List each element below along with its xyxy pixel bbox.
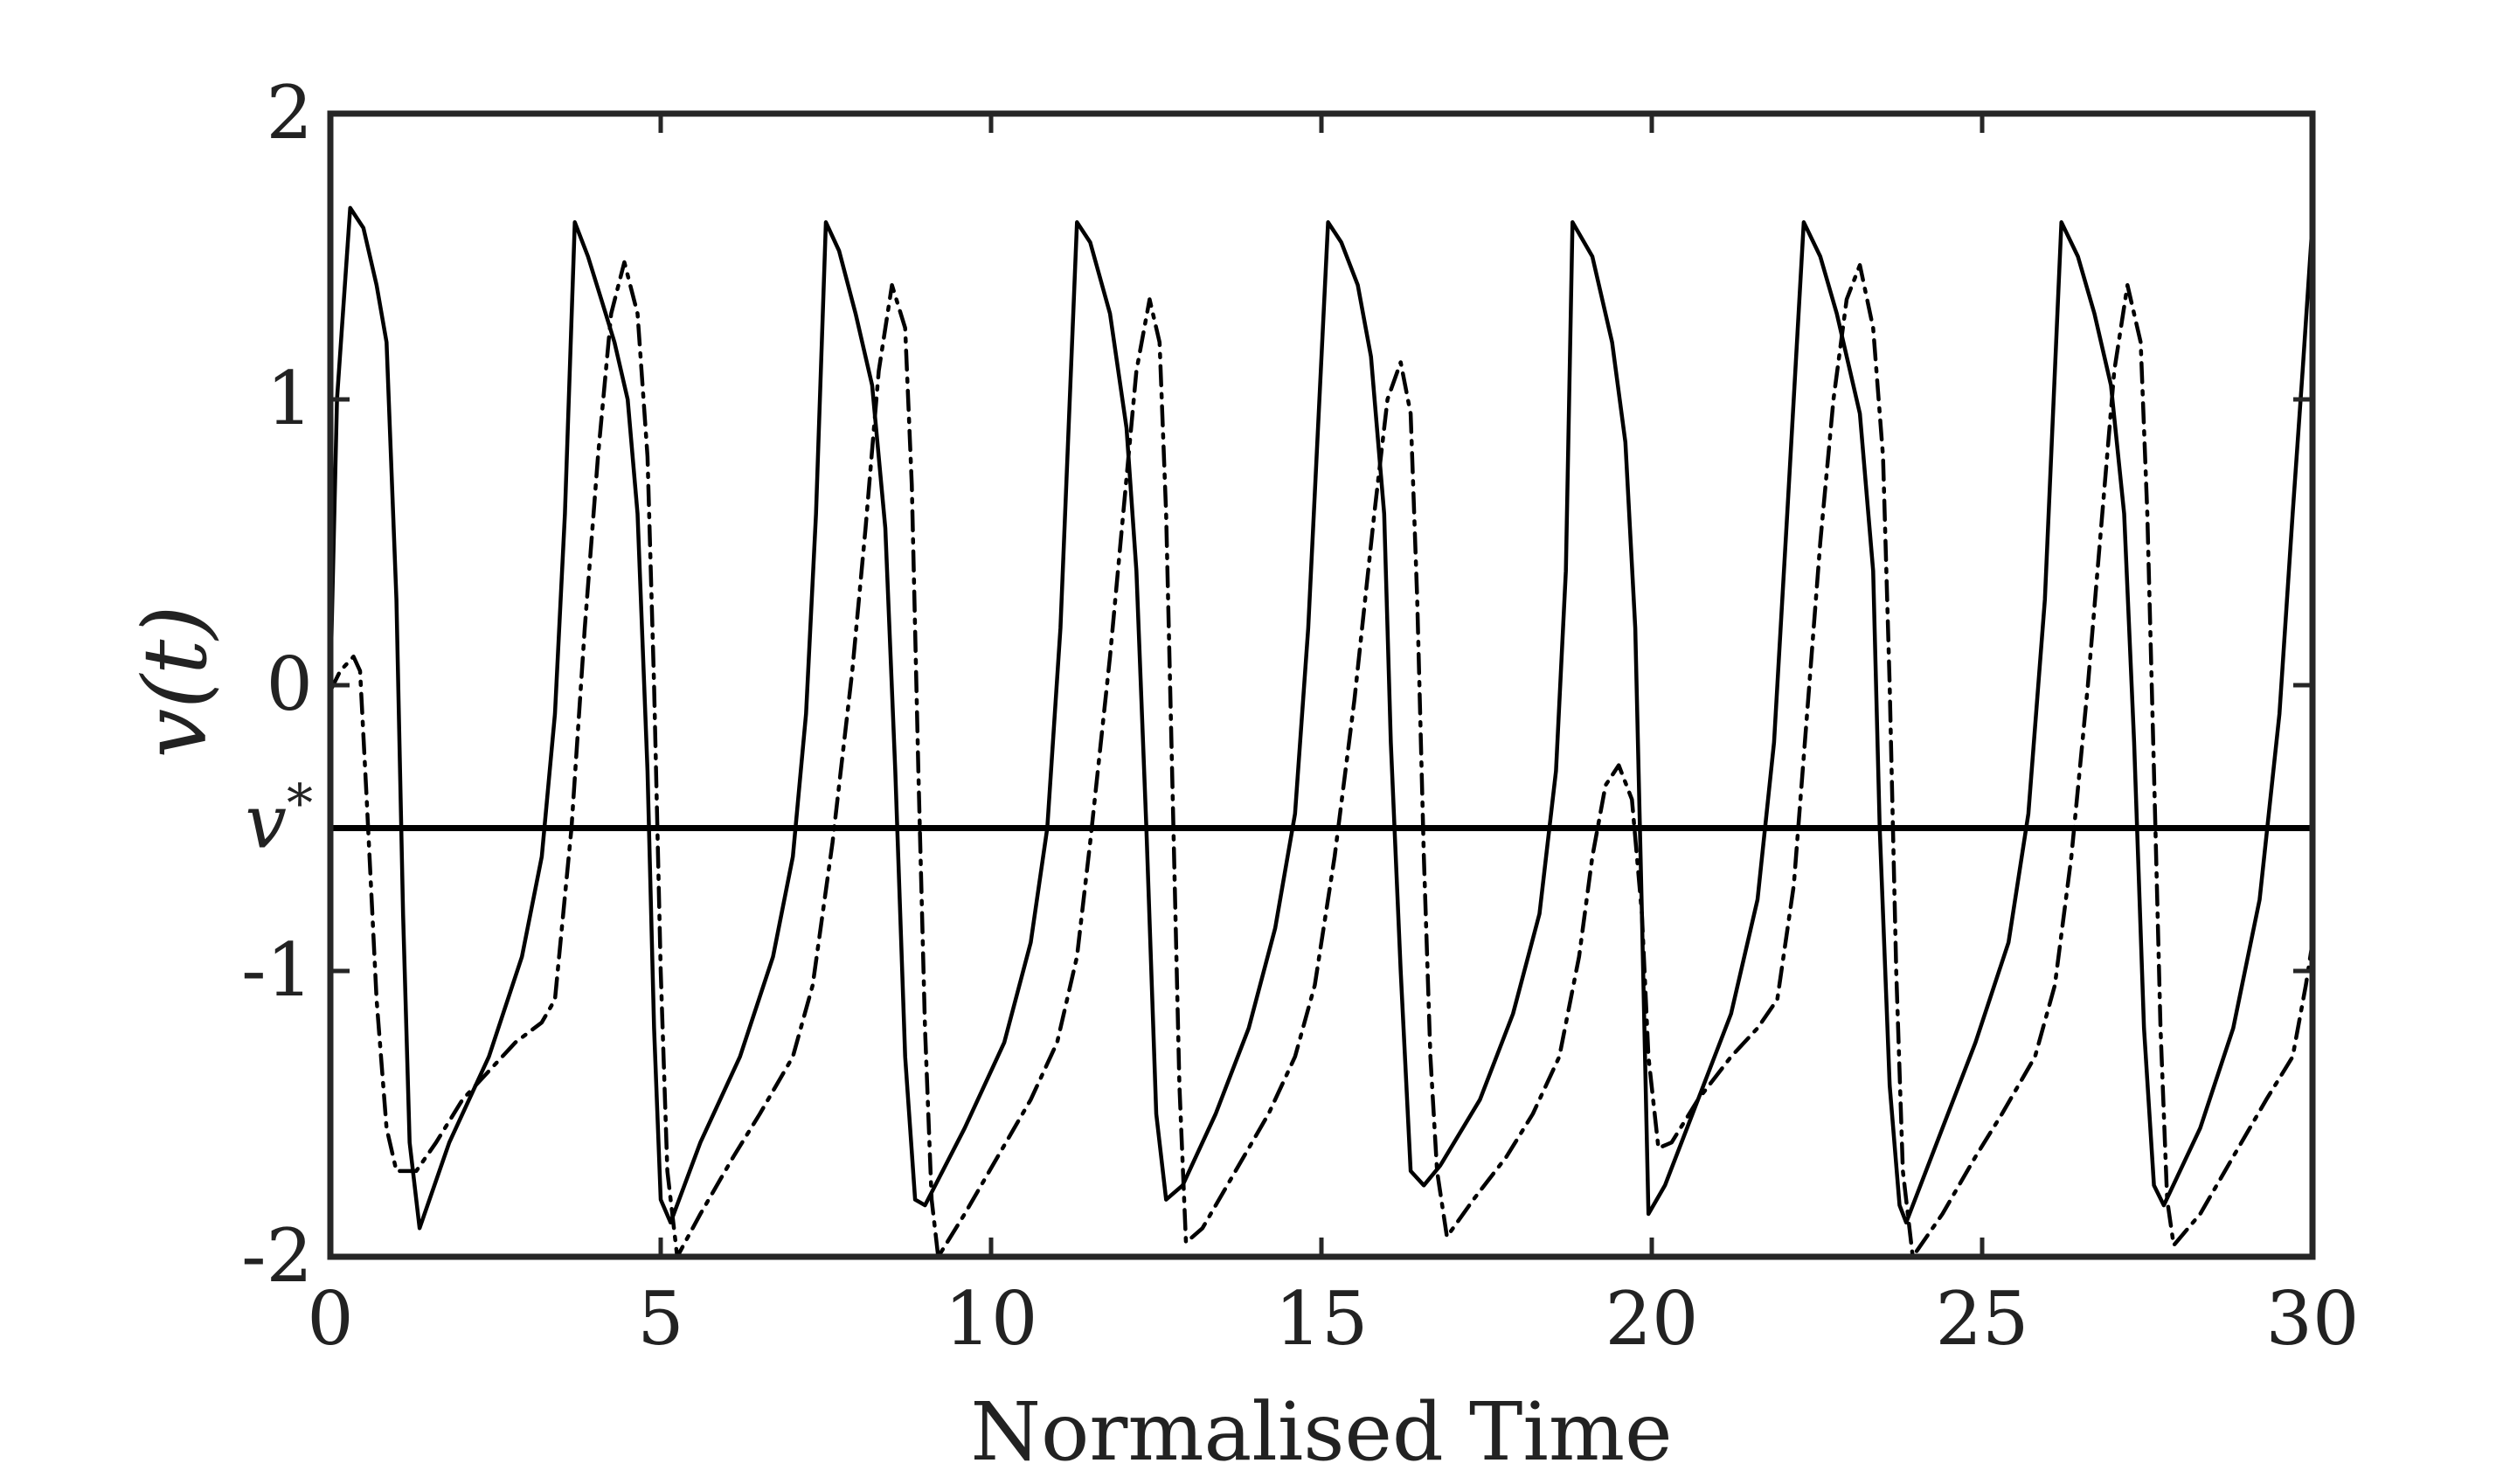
series-2-line bbox=[328, 260, 2315, 1259]
y-axis-label: v(t) bbox=[124, 606, 226, 759]
reference-line-group: v* bbox=[246, 773, 2312, 865]
x-tick-label: 20 bbox=[1605, 1276, 1699, 1362]
x-tick-label: 10 bbox=[945, 1276, 1038, 1362]
ticks-group: 0 5 10 15 20 25 30 -2 -1 0 1 2 bbox=[241, 70, 2359, 1362]
y-tick-label: -2 bbox=[241, 1213, 313, 1299]
x-tick-label: 30 bbox=[2266, 1276, 2360, 1362]
x-tick-label: 25 bbox=[1936, 1276, 2029, 1362]
x-tick-label: 5 bbox=[637, 1276, 683, 1362]
x-tick-label: 0 bbox=[307, 1276, 353, 1362]
x-tick-label: 15 bbox=[1275, 1276, 1369, 1362]
y-tick-label: 0 bbox=[267, 641, 313, 727]
series-1-line bbox=[328, 205, 2315, 1231]
y-tick-label: 1 bbox=[267, 356, 313, 441]
series-group bbox=[328, 205, 2315, 1259]
y-tick-label: 2 bbox=[267, 70, 313, 156]
plot-frame bbox=[327, 110, 2316, 1260]
y-tick-label: -1 bbox=[241, 927, 313, 1013]
x-axis-label: Normalised Time bbox=[970, 1385, 1672, 1479]
